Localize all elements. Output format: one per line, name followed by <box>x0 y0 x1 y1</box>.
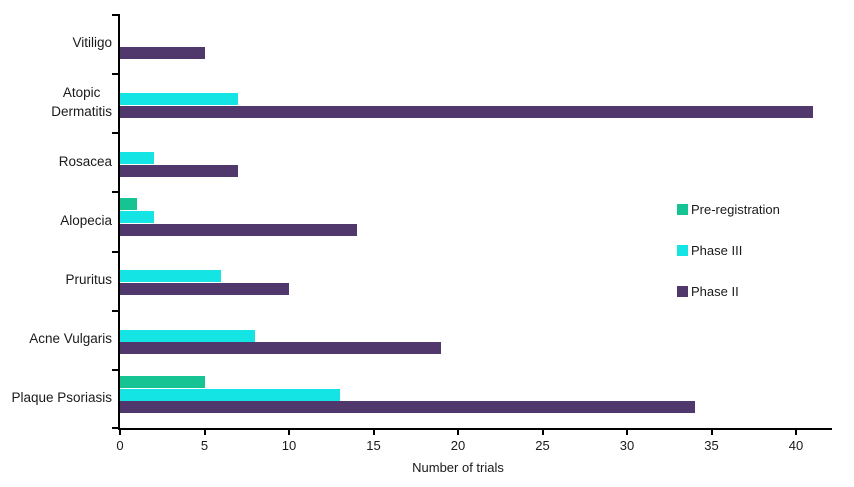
category-label-text: Atopic Dermatitis <box>51 85 112 119</box>
category-label-text: Acne Vulgaris <box>29 331 112 347</box>
category-label: Plaque Psoriasis <box>0 369 112 428</box>
x-axis-tick <box>372 430 375 435</box>
x-axis-tick <box>710 430 713 435</box>
bar-phase-iii <box>120 329 256 342</box>
x-axis-title: Number of trials <box>412 460 504 475</box>
legend-label: Phase III <box>691 243 743 258</box>
y-axis-line <box>118 14 120 430</box>
category-label: Acne Vulgaris <box>0 310 112 369</box>
x-axis-tick-label: 10 <box>281 438 297 453</box>
x-axis-tick <box>626 430 628 435</box>
y-axis-tick <box>112 191 118 194</box>
bar-phase-ii <box>120 105 813 118</box>
legend-item: Pre-registration <box>677 202 780 217</box>
x-axis-tick <box>457 430 459 435</box>
legend-label: Phase II <box>691 284 739 299</box>
category-label-text: Pruritus <box>65 272 112 288</box>
bar-phase-iii <box>120 388 340 401</box>
x-axis-tick <box>203 430 206 435</box>
bar-phase-ii <box>120 401 695 414</box>
bar-phase-ii <box>120 46 205 59</box>
category-label-text: Plaque Psoriasis <box>11 390 112 406</box>
x-axis-tick-label: 15 <box>366 438 381 453</box>
bar-phase-iii <box>120 211 154 224</box>
bar-phase-iii <box>120 152 154 165</box>
y-axis-category-labels: Vitiligo Atopic Dermatitis Rosacea Alopecia… <box>0 14 112 428</box>
bar-pre-registration <box>120 375 205 388</box>
category-label-text: Alopecia <box>60 212 112 228</box>
y-axis-tick <box>112 368 118 371</box>
y-axis-tick <box>112 73 118 76</box>
y-axis-tick <box>112 309 118 312</box>
x-axis-tick-label: 35 <box>704 438 719 453</box>
y-axis-tick <box>112 14 118 16</box>
category-label-text: Rosacea <box>58 153 112 169</box>
x-axis-tick-label: 5 <box>200 438 209 453</box>
category-label: Pruritus <box>0 251 112 310</box>
bar-phase-ii <box>120 342 442 355</box>
bar-pre-registration <box>120 198 137 211</box>
x-axis-tick <box>541 430 544 435</box>
plot-area: 0 5 10 15 20 25 30 35 40 <box>112 14 832 453</box>
category-label-text: Vitiligo <box>72 35 112 51</box>
x-axis-tick <box>288 430 290 435</box>
bar-phase-iii <box>120 92 239 105</box>
bar-phase-ii <box>120 164 239 177</box>
x-axis-tick-label: 25 <box>535 438 550 453</box>
bar-phase-ii <box>120 283 289 296</box>
legend-swatch-icon <box>677 245 688 256</box>
bar-phase-iii <box>120 270 222 283</box>
category-label: Rosacea <box>0 132 112 191</box>
x-axis-tick-label: 0 <box>116 438 124 453</box>
legend-item: Phase II <box>677 284 780 299</box>
x-axis-tick-label: 30 <box>619 438 635 453</box>
y-axis-tick <box>112 250 118 253</box>
x-axis-tick-label: 20 <box>450 438 466 453</box>
category-label: Vitiligo <box>0 14 112 73</box>
x-axis-line <box>118 428 832 430</box>
legend-label: Pre-registration <box>691 202 780 217</box>
y-axis-tick <box>112 132 118 135</box>
legend-swatch-icon <box>677 204 688 215</box>
x-axis-tick-label: 40 <box>788 438 804 453</box>
legend-item: Phase III <box>677 243 780 258</box>
category-label: Alopecia <box>0 191 112 250</box>
x-axis-tick <box>119 430 121 435</box>
legend: Pre-registration Phase III Phase II <box>677 202 780 325</box>
x-axis-tick <box>795 430 797 435</box>
y-axis-tick <box>112 427 118 429</box>
bar-phase-ii <box>120 224 357 237</box>
legend-swatch-icon <box>677 286 688 297</box>
category-label: Atopic Dermatitis <box>0 73 112 132</box>
